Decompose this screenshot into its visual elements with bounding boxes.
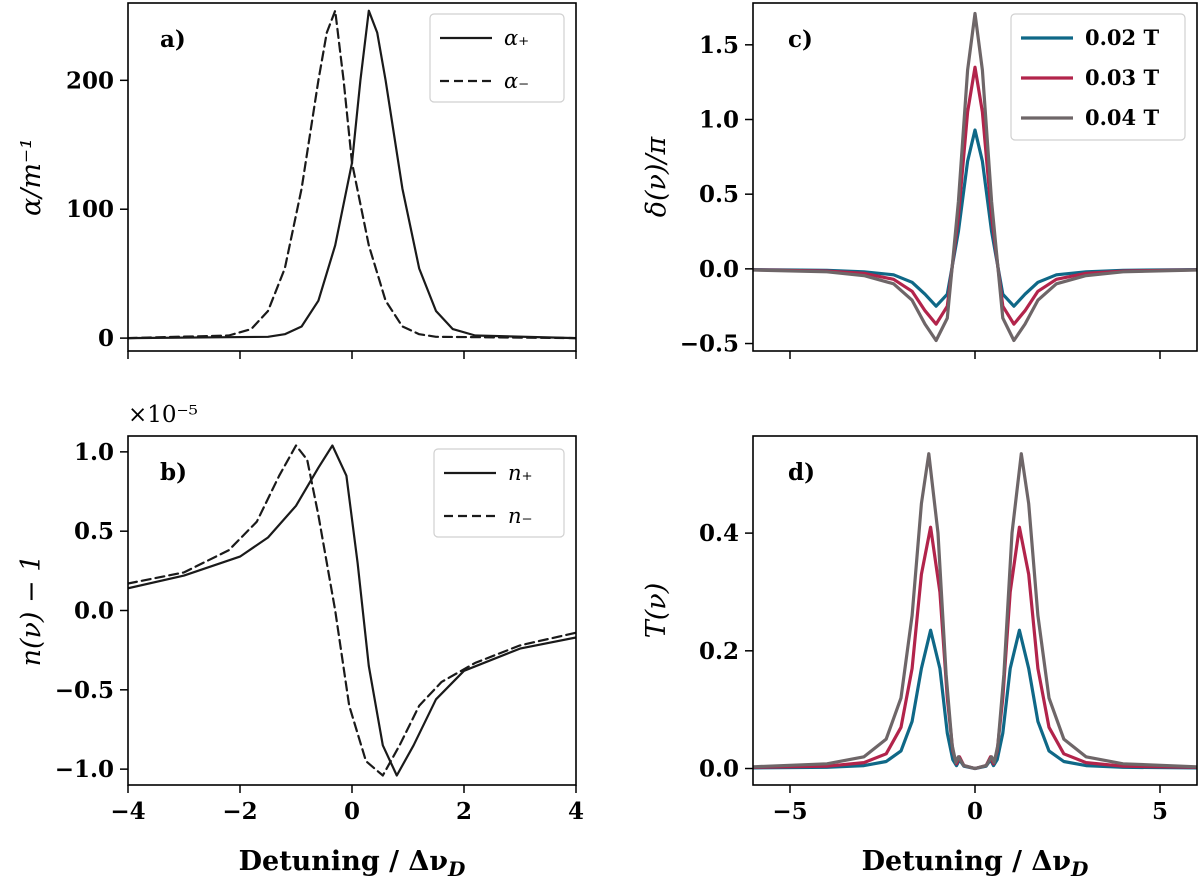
y-axis-label-d: T(ν) bbox=[641, 583, 672, 639]
y-tick-label-c-4: 1.5 bbox=[699, 32, 739, 59]
y-tick-label-b-3: 0.5 bbox=[74, 518, 114, 545]
series-line-c-1 bbox=[753, 65, 1197, 326]
y-tick-label-c-2: 0.5 bbox=[699, 181, 739, 208]
series-line-b-0 bbox=[128, 444, 576, 777]
series-line-d-0 bbox=[753, 628, 1197, 771]
y-tick-label-d-2: 0.4 bbox=[699, 520, 739, 547]
y-tick-label-d-1: 0.2 bbox=[699, 638, 739, 665]
x-tick-label-b-0: −4 bbox=[110, 798, 145, 825]
offset-label-b: ×10⁻⁵ bbox=[128, 402, 198, 428]
x-tick-label-d-1: 0 bbox=[967, 798, 983, 825]
y-tick-label-c-1: 0.0 bbox=[699, 256, 739, 283]
legend-label-c-0: 0.02 T bbox=[1085, 25, 1159, 50]
y-tick-label-a-0: 0 bbox=[98, 325, 114, 352]
x-tick-label-d-2: 5 bbox=[1152, 798, 1168, 825]
legend-label-c-2: 0.04 T bbox=[1085, 105, 1159, 130]
series-line-c-0 bbox=[753, 128, 1197, 308]
legend-box-b bbox=[433, 448, 565, 538]
panel-tag-b: b) bbox=[160, 459, 187, 486]
y-tick-label-b-4: 1.0 bbox=[74, 439, 114, 466]
y-axis-label-a: α/m⁻¹ bbox=[16, 138, 47, 216]
series-line-a-1 bbox=[128, 9, 576, 340]
y-tick-label-a-2: 200 bbox=[66, 67, 114, 94]
legend-box-a bbox=[429, 13, 565, 103]
y-tick-label-b-0: −1.0 bbox=[55, 756, 114, 783]
y-tick-label-c-3: 1.0 bbox=[699, 106, 739, 133]
series-line-c-2 bbox=[753, 11, 1197, 343]
legend-label-c-1: 0.03 T bbox=[1085, 65, 1159, 90]
panel-tag-a: a) bbox=[160, 26, 186, 53]
panel-tag-d: d) bbox=[788, 459, 815, 486]
legend-label-a-0: α₊ bbox=[504, 26, 529, 50]
panel-tag-c: c) bbox=[788, 26, 813, 53]
x-tick-label-d-0: −5 bbox=[772, 798, 807, 825]
y-tick-label-b-2: 0.0 bbox=[74, 598, 114, 625]
y-tick-label-b-1: −0.5 bbox=[55, 677, 114, 704]
y-tick-label-d-0: 0.0 bbox=[699, 756, 739, 783]
x-tick-label-b-1: −2 bbox=[222, 798, 257, 825]
series-line-a-0 bbox=[128, 9, 576, 340]
y-tick-label-c-0: −0.5 bbox=[680, 331, 739, 358]
x-axis-label-b: Detuning / ΔνD bbox=[239, 846, 466, 881]
legend-box-c bbox=[1010, 13, 1186, 141]
y-tick-label-a-1: 100 bbox=[66, 196, 114, 223]
x-axis-label-d: Detuning / ΔνD bbox=[862, 846, 1089, 881]
x-tick-label-b-4: 4 bbox=[568, 798, 584, 825]
axes-frame-d bbox=[752, 435, 1198, 786]
legend-label-b-1: n₋ bbox=[508, 504, 533, 528]
series-line-d-1 bbox=[753, 525, 1197, 771]
series-line-d-2 bbox=[753, 452, 1197, 771]
legend-label-b-0: n₊ bbox=[508, 461, 533, 485]
x-tick-label-b-2: 0 bbox=[344, 798, 360, 825]
series-line-b-1 bbox=[128, 444, 576, 777]
y-axis-label-c: δ(ν)/π bbox=[641, 135, 672, 217]
legend-label-a-1: α₋ bbox=[504, 69, 529, 93]
y-axis-label-b: n(ν) − 1 bbox=[16, 555, 47, 667]
x-tick-label-b-3: 2 bbox=[456, 798, 472, 825]
